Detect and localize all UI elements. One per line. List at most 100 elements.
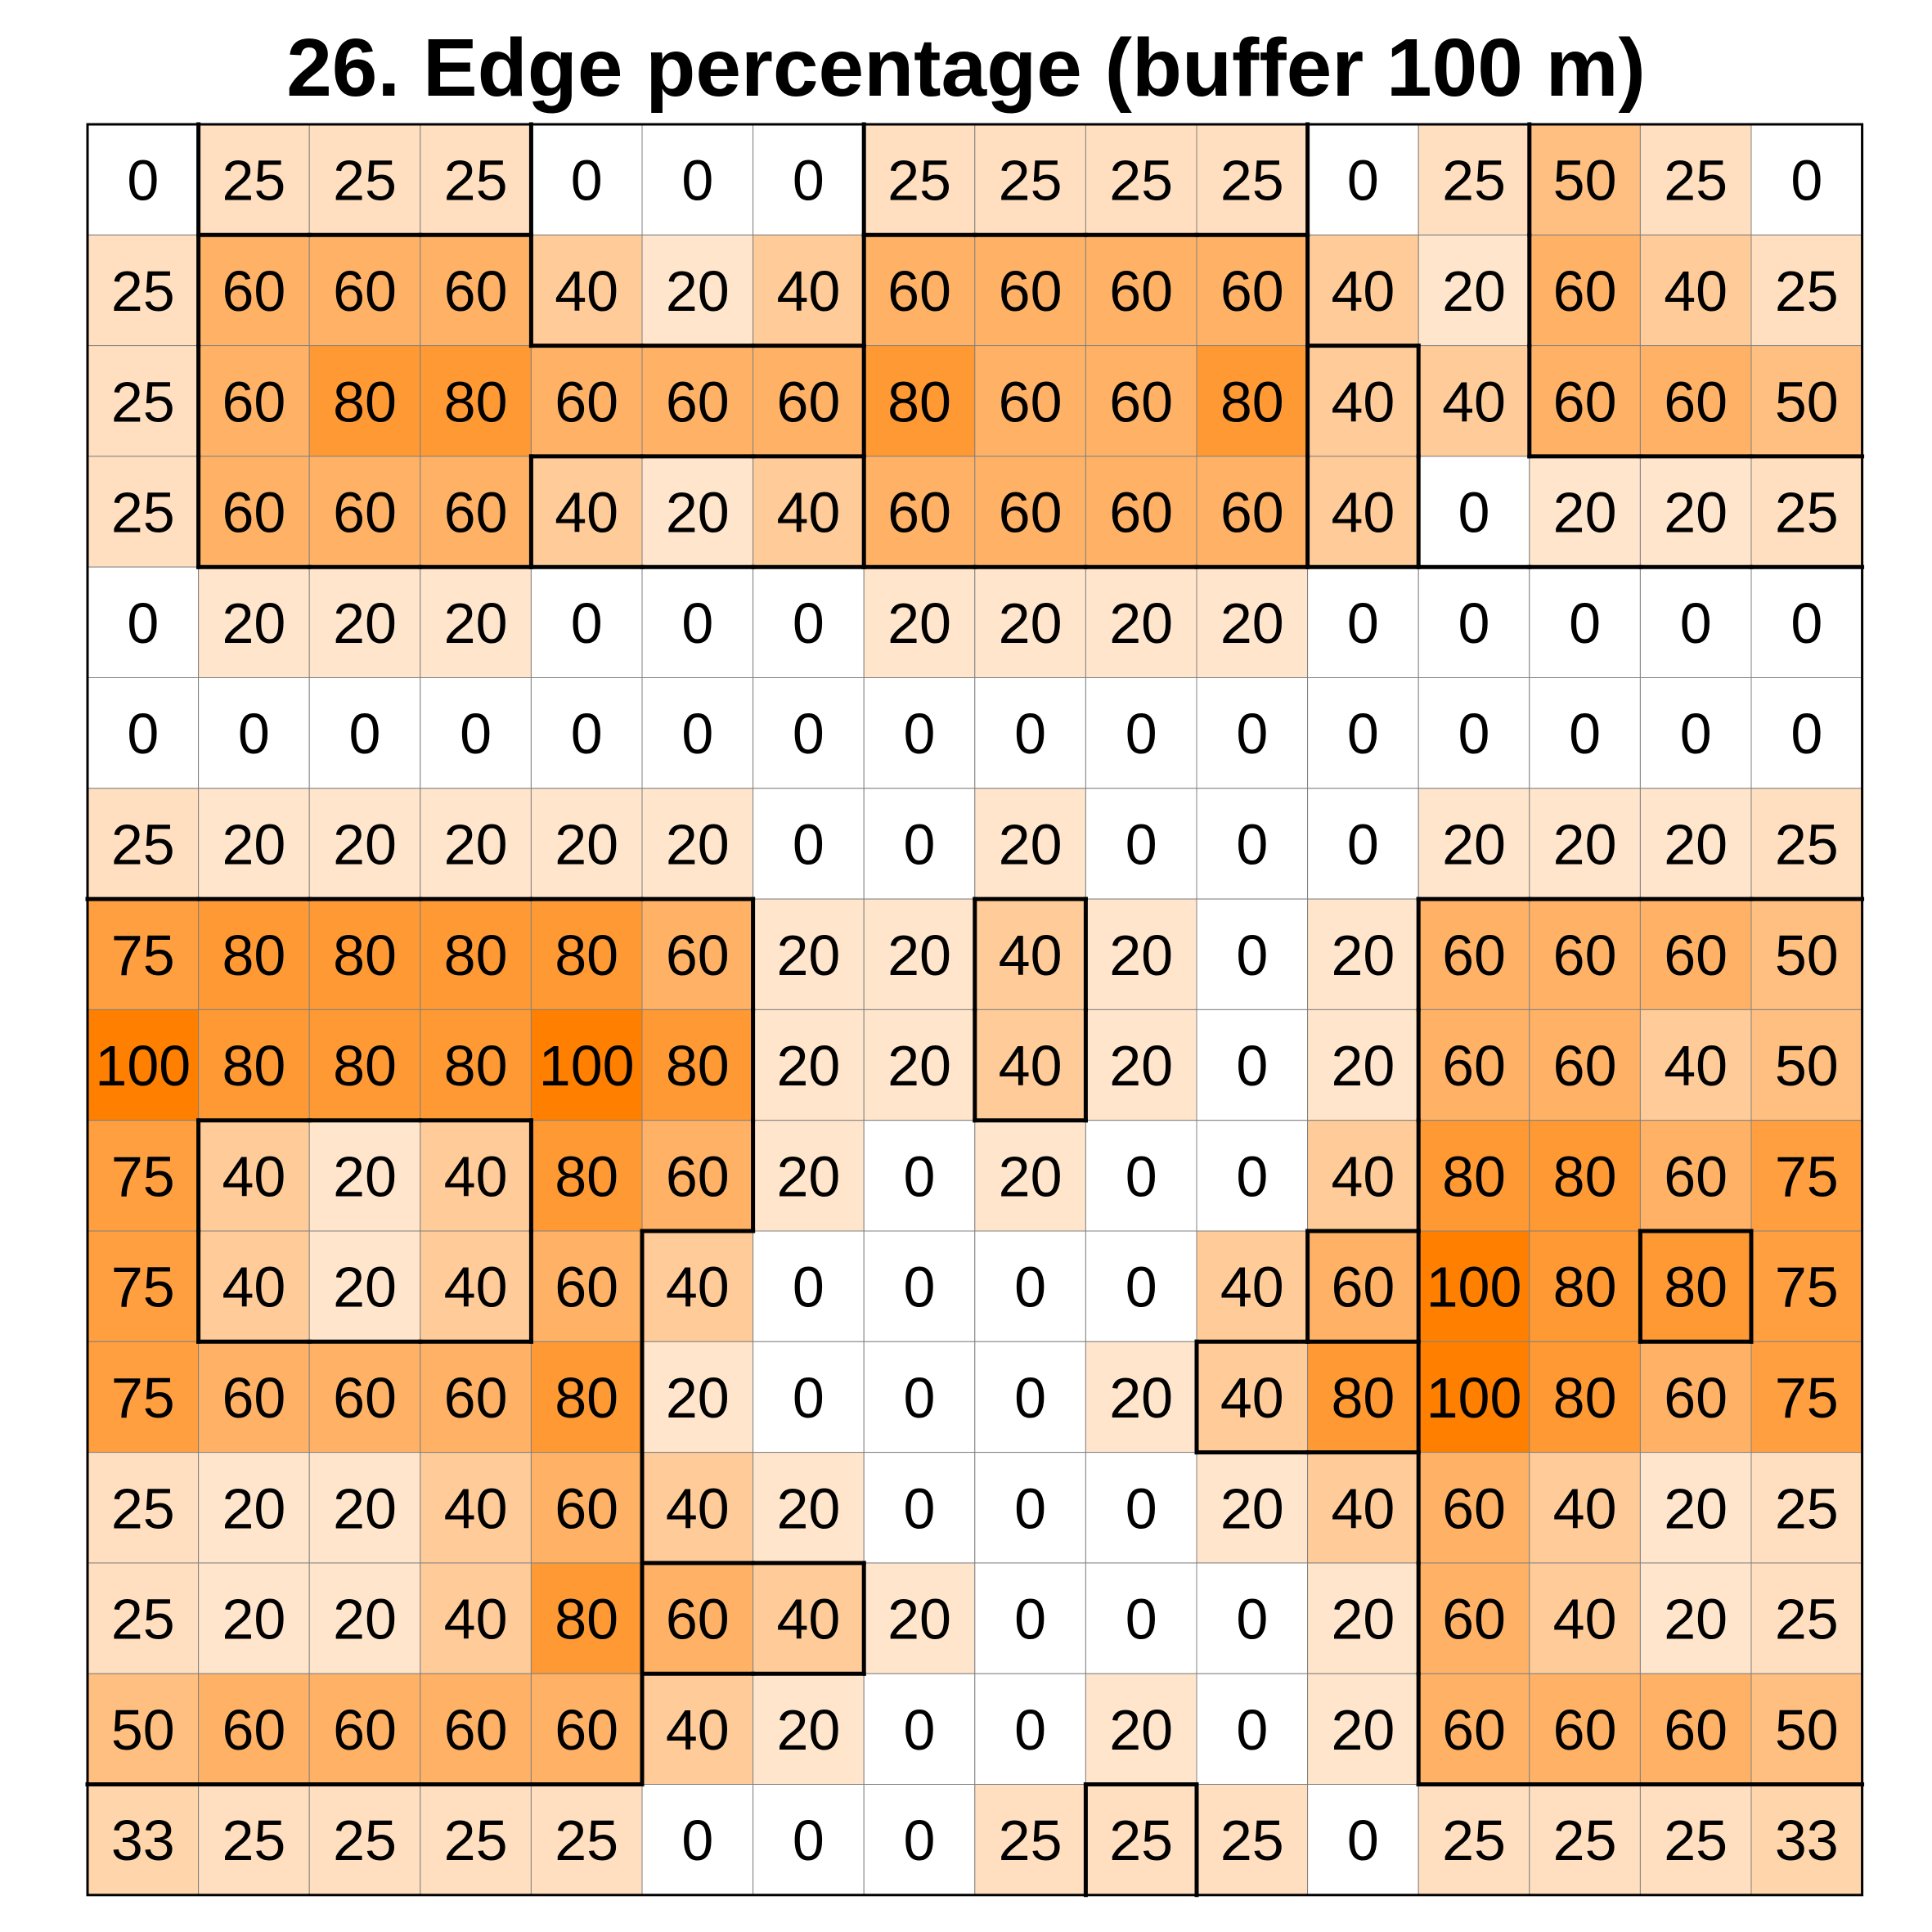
heatmap-cell <box>1529 124 1641 236</box>
cell-value-label: 20 <box>1109 591 1173 655</box>
heatmap-cell <box>753 788 865 900</box>
cell-value-label: 80 <box>887 370 951 434</box>
cell-value-label: 60 <box>1664 1144 1728 1208</box>
heatmap-cell <box>641 1673 754 1785</box>
heatmap-cell <box>1307 1230 1419 1342</box>
cell-value-label: 20 <box>1220 1476 1284 1540</box>
cell-value-label: 0 <box>793 702 824 766</box>
cell-value-label: 25 <box>1109 1808 1173 1872</box>
heatmap-cell <box>753 1562 865 1674</box>
heatmap-cell <box>1307 124 1419 236</box>
cell-value-label: 25 <box>1664 1808 1728 1872</box>
cell-value-label: 60 <box>333 481 397 545</box>
heatmap-cell <box>1529 566 1641 679</box>
heatmap-cell <box>308 456 421 568</box>
cell-value-label: 0 <box>1126 1144 1157 1208</box>
heatmap-cell <box>1418 1452 1530 1564</box>
cell-value-label: 25 <box>333 1808 397 1872</box>
heatmap-cell <box>308 1341 421 1453</box>
cell-value-label: 60 <box>333 1698 397 1762</box>
heatmap-cell <box>753 1673 865 1785</box>
cell-value-label: 25 <box>1775 259 1839 323</box>
heatmap-cell <box>1418 1784 1530 1896</box>
cell-value-label: 0 <box>1236 812 1268 876</box>
cell-value-label: 0 <box>1458 702 1490 766</box>
cell-value-label: 25 <box>333 149 397 213</box>
cell-value-label: 0 <box>1014 702 1046 766</box>
heatmap-cell <box>198 566 310 679</box>
cell-value-label: 0 <box>1347 1808 1379 1872</box>
heatmap-cell <box>1750 1673 1863 1785</box>
cell-value-label: 40 <box>555 259 618 323</box>
cell-value-label: 0 <box>904 1698 936 1762</box>
cell-value-label: 40 <box>1220 1366 1284 1430</box>
cell-value-label: 40 <box>1664 259 1728 323</box>
cell-value-label: 60 <box>1664 1698 1728 1762</box>
heatmap-cell <box>420 456 532 568</box>
heatmap-cell <box>1750 1452 1863 1564</box>
heatmap-cell <box>420 234 532 347</box>
heatmap-cell <box>1307 566 1419 679</box>
heatmap-cell <box>753 1230 865 1342</box>
cell-value-label: 40 <box>1331 1144 1395 1208</box>
cell-value-label: 0 <box>1236 1144 1268 1208</box>
cell-value-label: 40 <box>1664 1034 1728 1098</box>
heatmap-cell <box>974 677 1086 789</box>
cell-value-label: 60 <box>887 259 951 323</box>
cell-value-label: 0 <box>793 1366 824 1430</box>
cell-value-label: 20 <box>1331 1698 1395 1762</box>
cell-value-label: 0 <box>904 702 936 766</box>
heatmap-cell <box>1750 788 1863 900</box>
heatmap-cell <box>530 566 643 679</box>
cell-value-label: 60 <box>666 923 730 987</box>
heatmap-cell <box>753 1341 865 1453</box>
heatmap-cell <box>641 1562 754 1674</box>
cell-value-label: 25 <box>1775 1476 1839 1540</box>
heatmap-cell <box>530 1120 643 1232</box>
cell-value-label: 25 <box>222 1808 285 1872</box>
cell-value-label: 0 <box>1347 149 1379 213</box>
cell-value-label: 60 <box>555 370 618 434</box>
cell-value-label: 75 <box>111 1366 175 1430</box>
cell-value-label: 50 <box>1775 1698 1839 1762</box>
cell-value-label: 25 <box>1664 149 1728 213</box>
cell-value-label: 25 <box>1442 1808 1506 1872</box>
cell-value-label: 0 <box>1347 702 1379 766</box>
cell-value-label: 80 <box>666 1034 730 1098</box>
cell-value-label: 0 <box>793 1808 824 1872</box>
heatmap-cell <box>530 898 643 1010</box>
heatmap-cell <box>198 898 310 1010</box>
cell-value-label: 0 <box>681 702 713 766</box>
heatmap-cell <box>420 1784 532 1896</box>
cell-value-label: 20 <box>776 1144 840 1208</box>
cell-value-label: 60 <box>776 370 840 434</box>
heatmap-cell <box>641 898 754 1010</box>
cell-value-label: 60 <box>1553 923 1617 987</box>
heatmap-cell <box>87 1452 200 1564</box>
cell-value-label: 0 <box>1126 1476 1157 1540</box>
heatmap-cell <box>1750 345 1863 457</box>
heatmap-cell <box>974 1120 1086 1232</box>
heatmap-cell <box>1639 566 1752 679</box>
cell-value-label: 20 <box>1442 259 1506 323</box>
cell-value-label: 25 <box>1442 149 1506 213</box>
heatmap-cell <box>1196 1120 1309 1232</box>
heatmap-cell <box>530 677 643 789</box>
cell-value-label: 20 <box>776 923 840 987</box>
cell-value-label: 75 <box>111 923 175 987</box>
heatmap-cell <box>1085 1562 1197 1674</box>
cell-value-label: 60 <box>999 481 1063 545</box>
cell-value-label: 80 <box>1553 1256 1617 1319</box>
heatmap-cell <box>1529 788 1641 900</box>
heatmap-cell <box>198 1341 310 1453</box>
heatmap-cell <box>974 1452 1086 1564</box>
cell-value-label: 20 <box>333 1256 397 1319</box>
heatmap-cell <box>1085 566 1197 679</box>
cell-value-label: 20 <box>776 1034 840 1098</box>
cell-value-label: 60 <box>1664 1366 1728 1430</box>
chart-title: 26. Edge percentage (buffer 100 m) <box>286 22 1646 114</box>
heatmap-cell <box>198 345 310 457</box>
heatmap-cell <box>1750 898 1863 1010</box>
heatmap-cell <box>1196 1784 1309 1896</box>
cell-value-label: 20 <box>1664 812 1728 876</box>
